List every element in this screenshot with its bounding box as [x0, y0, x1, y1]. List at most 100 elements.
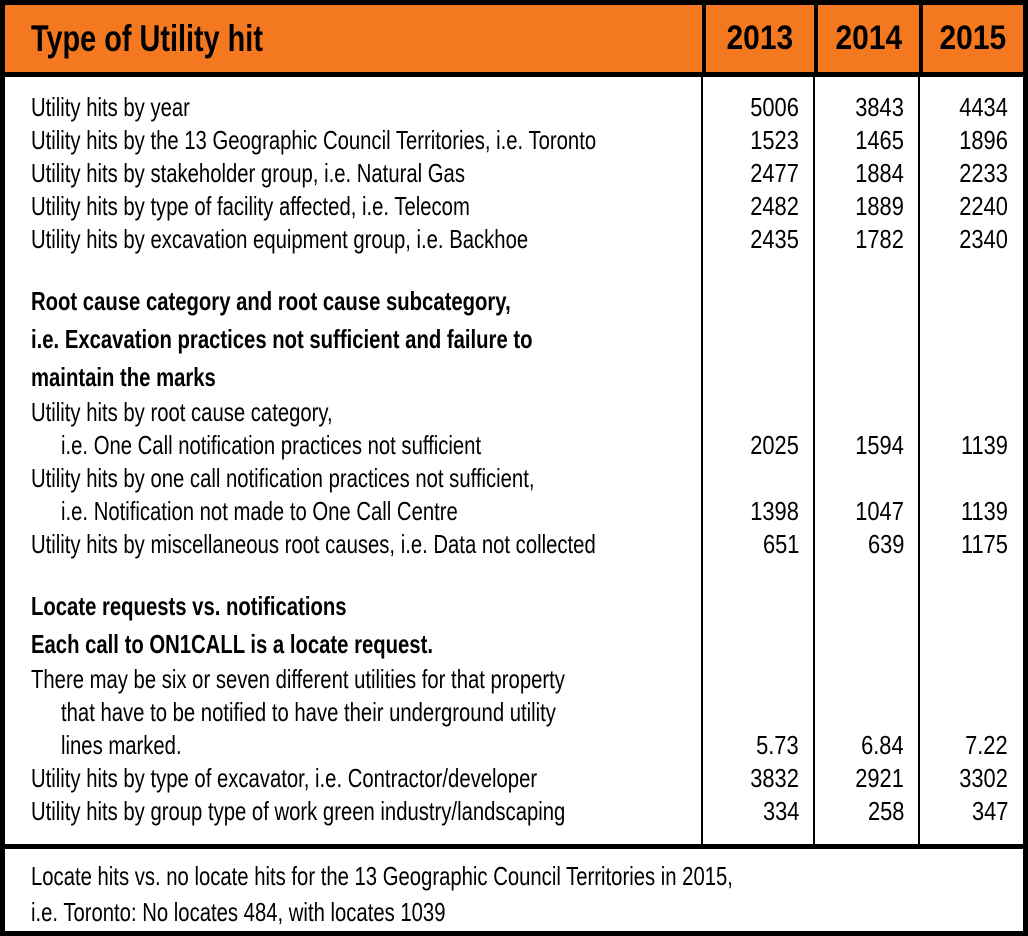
cell-value: 347: [971, 796, 1008, 826]
row-label: i.e. One Call notification practices not…: [61, 430, 482, 460]
row-label: i.e. Notification not made to One Call C…: [61, 496, 458, 526]
value-cell: 2025: [702, 430, 814, 461]
cell-value: 1139: [961, 496, 1008, 526]
row-label-cell: lines marked.: [5, 730, 702, 761]
value-cell: [814, 591, 919, 622]
row-label: Locate requests vs. notifications: [31, 590, 347, 621]
value-cell: 1175: [919, 529, 1023, 560]
value-cell: 1884: [814, 158, 919, 189]
spacer-row: [5, 256, 1023, 282]
cell-value: 2477: [750, 158, 799, 188]
value-cell: 2340: [919, 224, 1023, 255]
row-label: Utility hits by group type of work green…: [31, 796, 566, 826]
value-cell: [814, 324, 919, 355]
cell-value: 2435: [750, 224, 799, 254]
table-body: Utility hits by year 5006 3843 4434 Utility …: [5, 77, 1023, 844]
value-cell: [702, 629, 814, 660]
value-cell: [814, 397, 919, 428]
cell-value: 1523: [750, 125, 799, 155]
year-header-2014: 2014: [814, 5, 919, 72]
value-cell: [814, 629, 919, 660]
value-cell: [814, 362, 919, 393]
value-cell: 651: [702, 529, 814, 560]
table-row: Root cause category and root cause subca…: [5, 282, 1023, 320]
table-row: Locate requests vs. notifications: [5, 587, 1023, 625]
row-label-cell: Utility hits by stakeholder group, i.e. …: [5, 158, 702, 189]
cell-value: 3832: [750, 763, 799, 793]
value-cell: 1465: [814, 125, 919, 156]
table-row: Utility hits by type of facility affecte…: [5, 190, 1023, 223]
value-cell: 5006: [702, 92, 814, 123]
cell-value: 2025: [750, 430, 799, 460]
year-header-label: 2013: [726, 19, 794, 57]
year-header-2015: 2015: [919, 5, 1023, 72]
row-label-cell: Utility hits by miscellaneous root cause…: [5, 529, 702, 560]
row-label-cell: Utility hits by type of excavator, i.e. …: [5, 763, 702, 794]
cell-value: 6.84: [861, 730, 904, 760]
value-cell: 2240: [919, 191, 1023, 222]
value-cell: 1782: [814, 224, 919, 255]
value-cell: [919, 629, 1023, 660]
cell-value: 2240: [959, 191, 1008, 221]
table-row: maintain the marks: [5, 358, 1023, 396]
row-label-cell: i.e. Notification not made to One Call C…: [5, 496, 702, 527]
table-header: Type of Utility hit 2013 2014 2015: [5, 5, 1023, 77]
row-label: Root cause category and root cause subca…: [31, 285, 511, 316]
table-row: Utility hits by the 13 Geographic Counci…: [5, 124, 1023, 157]
value-cell: 1896: [919, 125, 1023, 156]
value-cell: 6.84: [814, 730, 919, 761]
value-cell: [814, 697, 919, 728]
value-cell: [919, 324, 1023, 355]
value-cell: 7.22: [919, 730, 1023, 761]
table-row: Utility hits by year 5006 3843 4434: [5, 91, 1023, 124]
footnote-line-1: Locate hits vs. no locate hits for the 1…: [31, 861, 733, 891]
row-label-cell: Utility hits by year: [5, 92, 702, 123]
cell-value: 7.22: [965, 730, 1008, 760]
value-cell: [919, 362, 1023, 393]
row-label-cell: i.e. One Call notification practices not…: [5, 430, 702, 461]
row-label: Utility hits by excavation equipment gro…: [31, 224, 529, 254]
value-cell: 2921: [814, 763, 919, 794]
value-cell: 1139: [919, 430, 1023, 461]
cell-value: 1139: [961, 430, 1008, 460]
cell-value: 5006: [750, 92, 799, 122]
cell-value: 1884: [855, 158, 904, 188]
value-cell: 3843: [814, 92, 919, 123]
row-label-cell: Utility hits by type of facility affecte…: [5, 191, 702, 222]
table-row: Utility hits by type of excavator, i.e. …: [5, 762, 1023, 795]
value-cell: [702, 286, 814, 317]
column-divider: [918, 77, 920, 844]
value-cell: 334: [702, 796, 814, 827]
value-cell: 639: [814, 529, 919, 560]
table-row: Each call to ON1CALL is a locate request…: [5, 625, 1023, 663]
cell-value: 2340: [959, 224, 1008, 254]
value-cell: [919, 591, 1023, 622]
value-cell: [814, 463, 919, 494]
value-cell: 3302: [919, 763, 1023, 794]
cell-value: 1889: [855, 191, 904, 221]
cell-value: 639: [867, 529, 904, 559]
year-header-label: 2015: [939, 19, 1007, 57]
table-title-cell: Type of Utility hit: [5, 5, 702, 72]
row-label: maintain the marks: [31, 361, 216, 392]
value-cell: 2482: [702, 191, 814, 222]
cell-value: 3302: [959, 763, 1008, 793]
value-cell: [919, 664, 1023, 695]
table-row: There may be six or seven different util…: [5, 663, 1023, 696]
row-label-cell: Root cause category and root cause subca…: [5, 286, 702, 317]
row-label-cell: Utility hits by group type of work green…: [5, 796, 702, 827]
row-label: Utility hits by stakeholder group, i.e. …: [31, 158, 465, 188]
cell-value: 334: [762, 796, 799, 826]
row-label: Utility hits by type of facility affecte…: [31, 191, 470, 221]
value-cell: [919, 397, 1023, 428]
row-label: There may be six or seven different util…: [31, 664, 565, 694]
table-row: Utility hits by excavation equipment gro…: [5, 223, 1023, 256]
value-cell: [702, 591, 814, 622]
value-cell: [702, 397, 814, 428]
value-cell: 2477: [702, 158, 814, 189]
value-cell: 258: [814, 796, 919, 827]
row-label-cell: Utility hits by the 13 Geographic Counci…: [5, 125, 702, 156]
spacer-row: [5, 561, 1023, 587]
value-cell: [702, 697, 814, 728]
